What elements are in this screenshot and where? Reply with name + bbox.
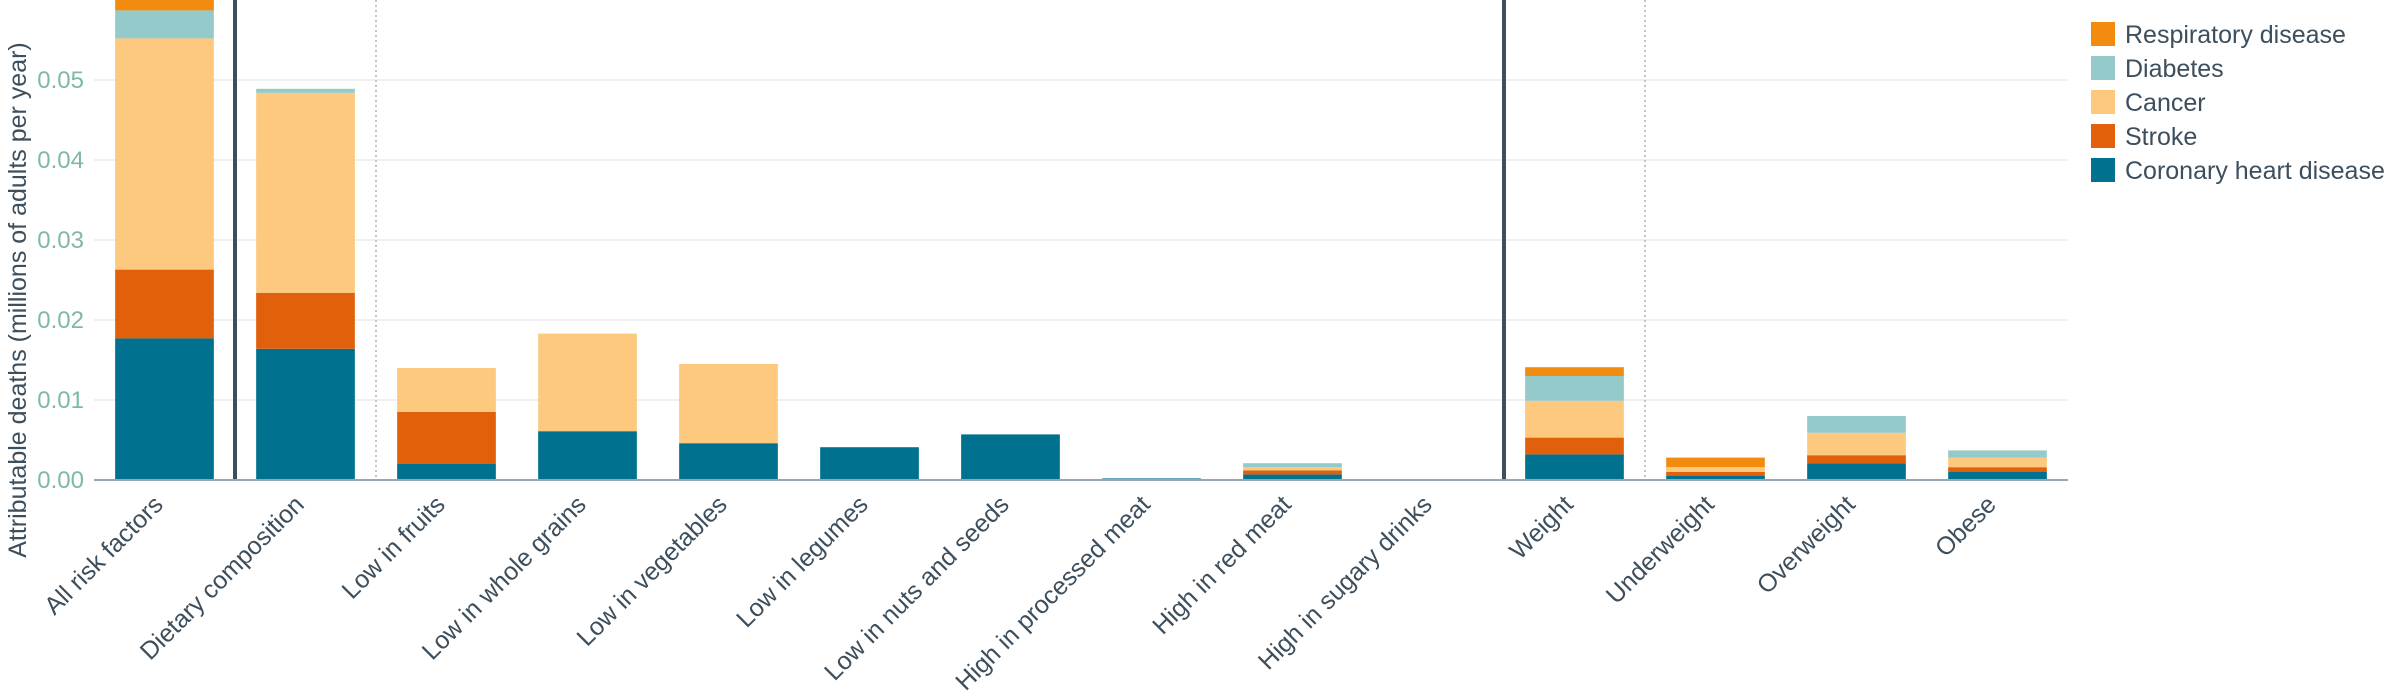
bar-stack — [1243, 463, 1342, 480]
bars — [115, 0, 2047, 480]
bar-segment — [1666, 467, 1765, 472]
bar-segment — [679, 443, 778, 480]
bar-segment — [115, 338, 214, 480]
gridlines — [94, 79, 2068, 401]
bar-segment — [1948, 472, 2047, 480]
bar-segment — [1948, 457, 2047, 468]
bar-segment — [1525, 376, 1624, 401]
bar-segment — [961, 434, 1060, 480]
bar-segment — [820, 447, 919, 480]
legend-swatch — [2091, 90, 2115, 114]
bar-stack — [397, 368, 496, 480]
bar-segment — [397, 464, 496, 480]
bar-segment — [538, 431, 637, 480]
x-category-label: Low in fruits — [337, 490, 451, 604]
legend-label: Respiratory disease — [2125, 21, 2346, 49]
y-tick-label: 0.00 — [37, 467, 84, 494]
bar-segment — [1243, 467, 1342, 471]
bar-segment — [1525, 400, 1624, 438]
y-axis-title: Attributable deaths (millions of adults … — [4, 42, 32, 558]
bar-stack — [256, 88, 355, 480]
legend-swatch — [2091, 22, 2115, 46]
bar-segment — [1243, 463, 1342, 468]
x-category-label: Overweight — [1752, 490, 1861, 599]
bar-segment — [397, 368, 496, 412]
y-axis-ticks: 0.00 0.01 0.02 0.03 0.04 0.05 — [37, 67, 84, 494]
bar-segment — [679, 364, 778, 444]
bar-segment — [1666, 457, 1765, 468]
bar-segment — [1807, 463, 1906, 480]
bar-stack — [1666, 457, 1765, 480]
bar-segment — [1243, 470, 1342, 475]
x-category-label: Low in legumes — [731, 490, 874, 633]
bar-stack — [1807, 416, 1906, 480]
bar-stack — [961, 434, 1060, 480]
bar-segment — [115, 0, 214, 11]
bar-segment — [1948, 467, 2047, 472]
legend-swatch — [2091, 56, 2115, 80]
legend-label: Stroke — [2125, 123, 2197, 151]
bar-stack — [1948, 450, 2047, 480]
x-category-label: Weight — [1504, 490, 1579, 565]
bar-segment — [1525, 367, 1624, 376]
x-category-label: Obese — [1930, 490, 2002, 562]
bar-segment — [1243, 474, 1342, 480]
x-category-label: Low in vegetables — [571, 490, 732, 651]
y-tick-label: 0.03 — [37, 227, 84, 254]
bar-segment — [115, 38, 214, 270]
bar-segment — [1666, 476, 1765, 480]
y-tick-label: 0.02 — [37, 307, 84, 334]
bar-segment — [256, 348, 355, 480]
bar-segment — [256, 292, 355, 349]
bar-stack — [820, 447, 919, 480]
bar-segment — [1807, 416, 1906, 433]
group-separators — [233, 0, 1646, 480]
legend-swatch — [2091, 158, 2115, 182]
bar-segment — [397, 412, 496, 464]
bar-segment — [1525, 437, 1624, 455]
bar-stack — [538, 333, 637, 480]
legend-swatch — [2091, 124, 2115, 148]
x-category-label: All risk factors — [39, 490, 169, 620]
y-tick-label: 0.04 — [37, 147, 84, 174]
legend-label: Coronary heart disease — [2125, 157, 2385, 185]
y-tick-label: 0.01 — [37, 387, 84, 414]
bar-segment — [1807, 432, 1906, 456]
y-tick-label: 0.05 — [37, 67, 84, 94]
bar-segment — [1666, 472, 1765, 476]
bar-segment — [1807, 455, 1906, 464]
bar-segment — [115, 269, 214, 339]
legend: Respiratory disease Diabetes Cancer Stroke C… — [2091, 21, 2385, 185]
bar-segment — [1948, 450, 2047, 458]
bar-segment — [1525, 454, 1624, 480]
bar-segment — [538, 333, 637, 432]
bar-segment — [115, 10, 214, 39]
x-category-label: High in red meat — [1147, 490, 1297, 640]
bar-segment — [256, 88, 355, 93]
bar-segment — [256, 92, 355, 293]
legend-label: Diabetes — [2125, 55, 2224, 83]
bar-stack — [1525, 367, 1624, 480]
legend-label: Cancer — [2125, 89, 2206, 117]
bar-stack — [115, 0, 214, 480]
bar-stack — [679, 364, 778, 480]
x-category-label: Underweight — [1601, 490, 1720, 609]
